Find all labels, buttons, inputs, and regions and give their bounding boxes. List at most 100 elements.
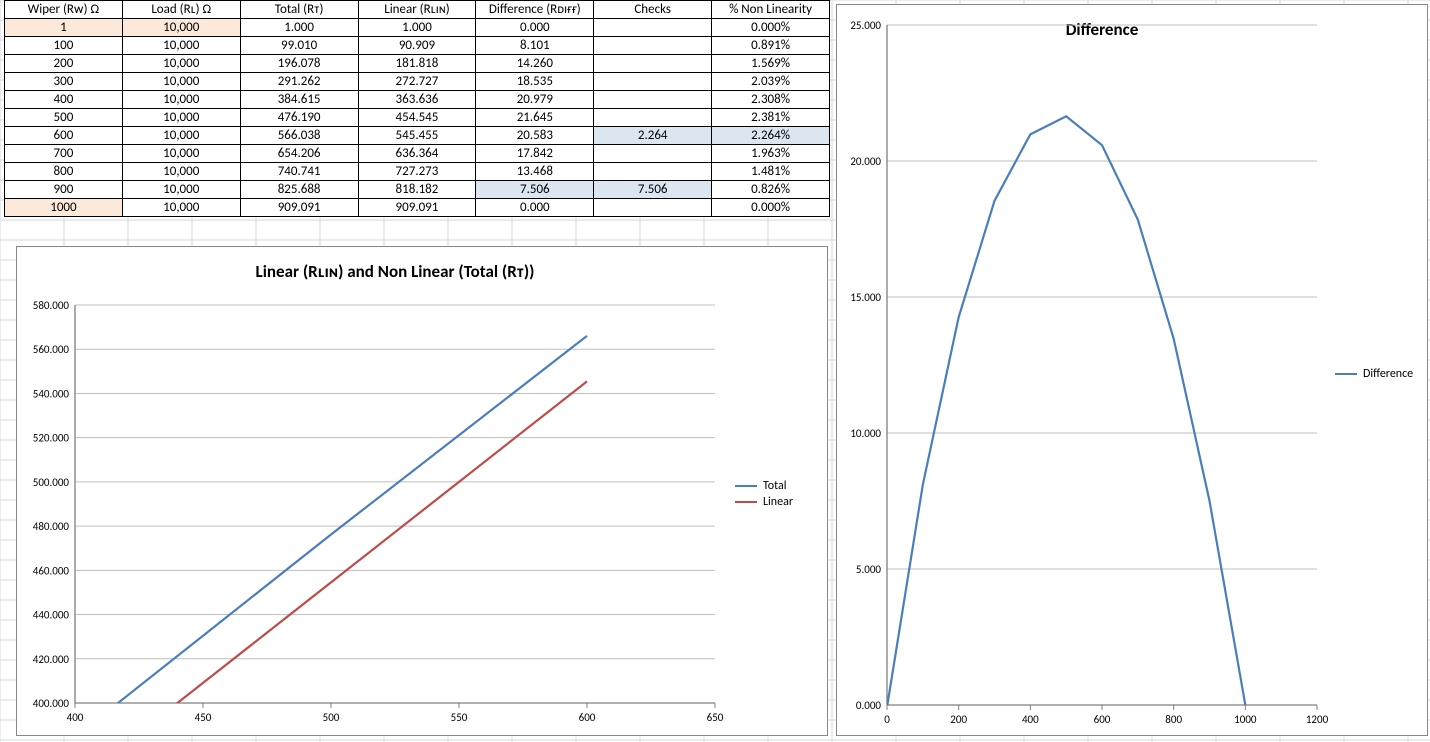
- cell-check[interactable]: [594, 37, 712, 55]
- cell-total[interactable]: 566.038: [240, 127, 358, 145]
- cell-pct[interactable]: 0.000%: [712, 19, 830, 37]
- cell-check[interactable]: [594, 163, 712, 181]
- cell-load[interactable]: 10,000: [122, 37, 240, 55]
- cell-linear[interactable]: 727.273: [358, 163, 476, 181]
- cell-load[interactable]: 10,000: [122, 127, 240, 145]
- cell-load[interactable]: 10,000: [122, 145, 240, 163]
- cell-linear[interactable]: 1.000: [358, 19, 476, 37]
- cell-pct[interactable]: 0.891%: [712, 37, 830, 55]
- cell-pct[interactable]: 2.039%: [712, 73, 830, 91]
- cell-wiper[interactable]: 800: [5, 163, 123, 181]
- cell-total[interactable]: 740.741: [240, 163, 358, 181]
- cell-wiper[interactable]: 1: [5, 19, 123, 37]
- cell-linear[interactable]: 818.182: [358, 181, 476, 199]
- cell-pct[interactable]: 1.569%: [712, 55, 830, 73]
- legend-label: Difference: [1363, 367, 1413, 381]
- x-tick-label: 0: [884, 713, 890, 726]
- cell-pct[interactable]: 1.963%: [712, 145, 830, 163]
- cell-linear[interactable]: 454.545: [358, 109, 476, 127]
- chart-linear-nonlinear[interactable]: Linear (Rʟɪɴ) and Non Linear (Total (Rᴛ)…: [16, 246, 828, 736]
- cell-pct[interactable]: 0.000%: [712, 199, 830, 217]
- cell-diff[interactable]: 20.979: [476, 91, 594, 109]
- cell-diff[interactable]: 18.535: [476, 73, 594, 91]
- chart-legend: Difference: [1335, 365, 1413, 383]
- cell-wiper[interactable]: 1000: [5, 199, 123, 217]
- table-row[interactable]: 40010,000384.615363.63620.979 2.308%: [5, 91, 830, 109]
- table-row[interactable]: 90010,000825.688818.1827.5067.5060.826%: [5, 181, 830, 199]
- cell-load[interactable]: 10,000: [122, 163, 240, 181]
- cell-wiper[interactable]: 900: [5, 181, 123, 199]
- cell-check[interactable]: 2.264: [594, 127, 712, 145]
- cell-check[interactable]: [594, 91, 712, 109]
- cell-wiper[interactable]: 600: [5, 127, 123, 145]
- cell-linear[interactable]: 909.091: [358, 199, 476, 217]
- cell-check[interactable]: [594, 199, 712, 217]
- cell-total[interactable]: 654.206: [240, 145, 358, 163]
- table-row[interactable]: 70010,000654.206636.36417.842 1.963%: [5, 145, 830, 163]
- cell-diff[interactable]: 14.260: [476, 55, 594, 73]
- cell-wiper[interactable]: 200: [5, 55, 123, 73]
- cell-diff[interactable]: 0.000: [476, 19, 594, 37]
- y-tick-label: 25.000: [850, 19, 881, 32]
- cell-linear[interactable]: 636.364: [358, 145, 476, 163]
- cell-wiper[interactable]: 500: [5, 109, 123, 127]
- chart-difference[interactable]: Difference0.0005.00010.00015.00020.00025…: [836, 4, 1428, 736]
- cell-wiper[interactable]: 300: [5, 73, 123, 91]
- cell-check[interactable]: [594, 73, 712, 91]
- table-row[interactable]: 110,0001.0001.0000.0000.000%: [5, 19, 830, 37]
- cell-load[interactable]: 10,000: [122, 109, 240, 127]
- cell-load[interactable]: 10,000: [122, 181, 240, 199]
- cell-total[interactable]: 476.190: [240, 109, 358, 127]
- cell-check[interactable]: [594, 55, 712, 73]
- cell-diff[interactable]: 17.842: [476, 145, 594, 163]
- cell-pct[interactable]: 2.381%: [712, 109, 830, 127]
- cell-pct[interactable]: 2.308%: [712, 91, 830, 109]
- cell-diff[interactable]: 7.506: [476, 181, 594, 199]
- table-row[interactable]: 60010,000566.038545.45520.5832.2642.264%: [5, 127, 830, 145]
- cell-load[interactable]: 10,000: [122, 19, 240, 37]
- cell-wiper[interactable]: 100: [5, 37, 123, 55]
- x-tick-label: 400: [67, 711, 84, 724]
- cell-check[interactable]: [594, 145, 712, 163]
- y-tick-label: 10.000: [850, 427, 881, 440]
- table-row[interactable]: 80010,000740.741727.27313.468 1.481%: [5, 163, 830, 181]
- cell-linear[interactable]: 90.909: [358, 37, 476, 55]
- cell-check[interactable]: [594, 109, 712, 127]
- cell-pct[interactable]: 2.264%: [712, 127, 830, 145]
- x-tick-label: 650: [707, 711, 724, 724]
- cell-linear[interactable]: 272.727: [358, 73, 476, 91]
- cell-linear[interactable]: 545.455: [358, 127, 476, 145]
- cell-diff[interactable]: 0.000: [476, 199, 594, 217]
- cell-load[interactable]: 10,000: [122, 199, 240, 217]
- cell-load[interactable]: 10,000: [122, 55, 240, 73]
- cell-diff[interactable]: 20.583: [476, 127, 594, 145]
- cell-diff[interactable]: 8.101: [476, 37, 594, 55]
- cell-total[interactable]: 99.010: [240, 37, 358, 55]
- cell-wiper[interactable]: 700: [5, 145, 123, 163]
- table-row[interactable]: 50010,000476.190454.54521.645 2.381%: [5, 109, 830, 127]
- data-table[interactable]: Wiper (Rᴡ) ΩLoad (Rʟ) ΩTotal (Rᴛ)Linear …: [4, 0, 830, 217]
- cell-diff[interactable]: 13.468: [476, 163, 594, 181]
- cell-pct[interactable]: 0.826%: [712, 181, 830, 199]
- cell-load[interactable]: 10,000: [122, 91, 240, 109]
- cell-total[interactable]: 384.615: [240, 91, 358, 109]
- cell-wiper[interactable]: 400: [5, 91, 123, 109]
- col-header: Wiper (Rᴡ) Ω: [5, 1, 123, 19]
- table-row[interactable]: 10010,00099.01090.9098.101 0.891%: [5, 37, 830, 55]
- table-row[interactable]: 30010,000291.262272.72718.535 2.039%: [5, 73, 830, 91]
- table-row[interactable]: 20010,000196.078181.81814.260 1.569%: [5, 55, 830, 73]
- cell-pct[interactable]: 1.481%: [712, 163, 830, 181]
- cell-diff[interactable]: 21.645: [476, 109, 594, 127]
- cell-check[interactable]: [594, 19, 712, 37]
- cell-load[interactable]: 10,000: [122, 73, 240, 91]
- cell-total[interactable]: 909.091: [240, 199, 358, 217]
- cell-check[interactable]: 7.506: [594, 181, 712, 199]
- cell-linear[interactable]: 181.818: [358, 55, 476, 73]
- cell-total[interactable]: 291.262: [240, 73, 358, 91]
- cell-total[interactable]: 825.688: [240, 181, 358, 199]
- table-row[interactable]: 100010,000909.091909.0910.0000.000%: [5, 199, 830, 217]
- cell-total[interactable]: 1.000: [240, 19, 358, 37]
- cell-linear[interactable]: 363.636: [358, 91, 476, 109]
- cell-total[interactable]: 196.078: [240, 55, 358, 73]
- y-tick-label: 460.000: [33, 564, 70, 577]
